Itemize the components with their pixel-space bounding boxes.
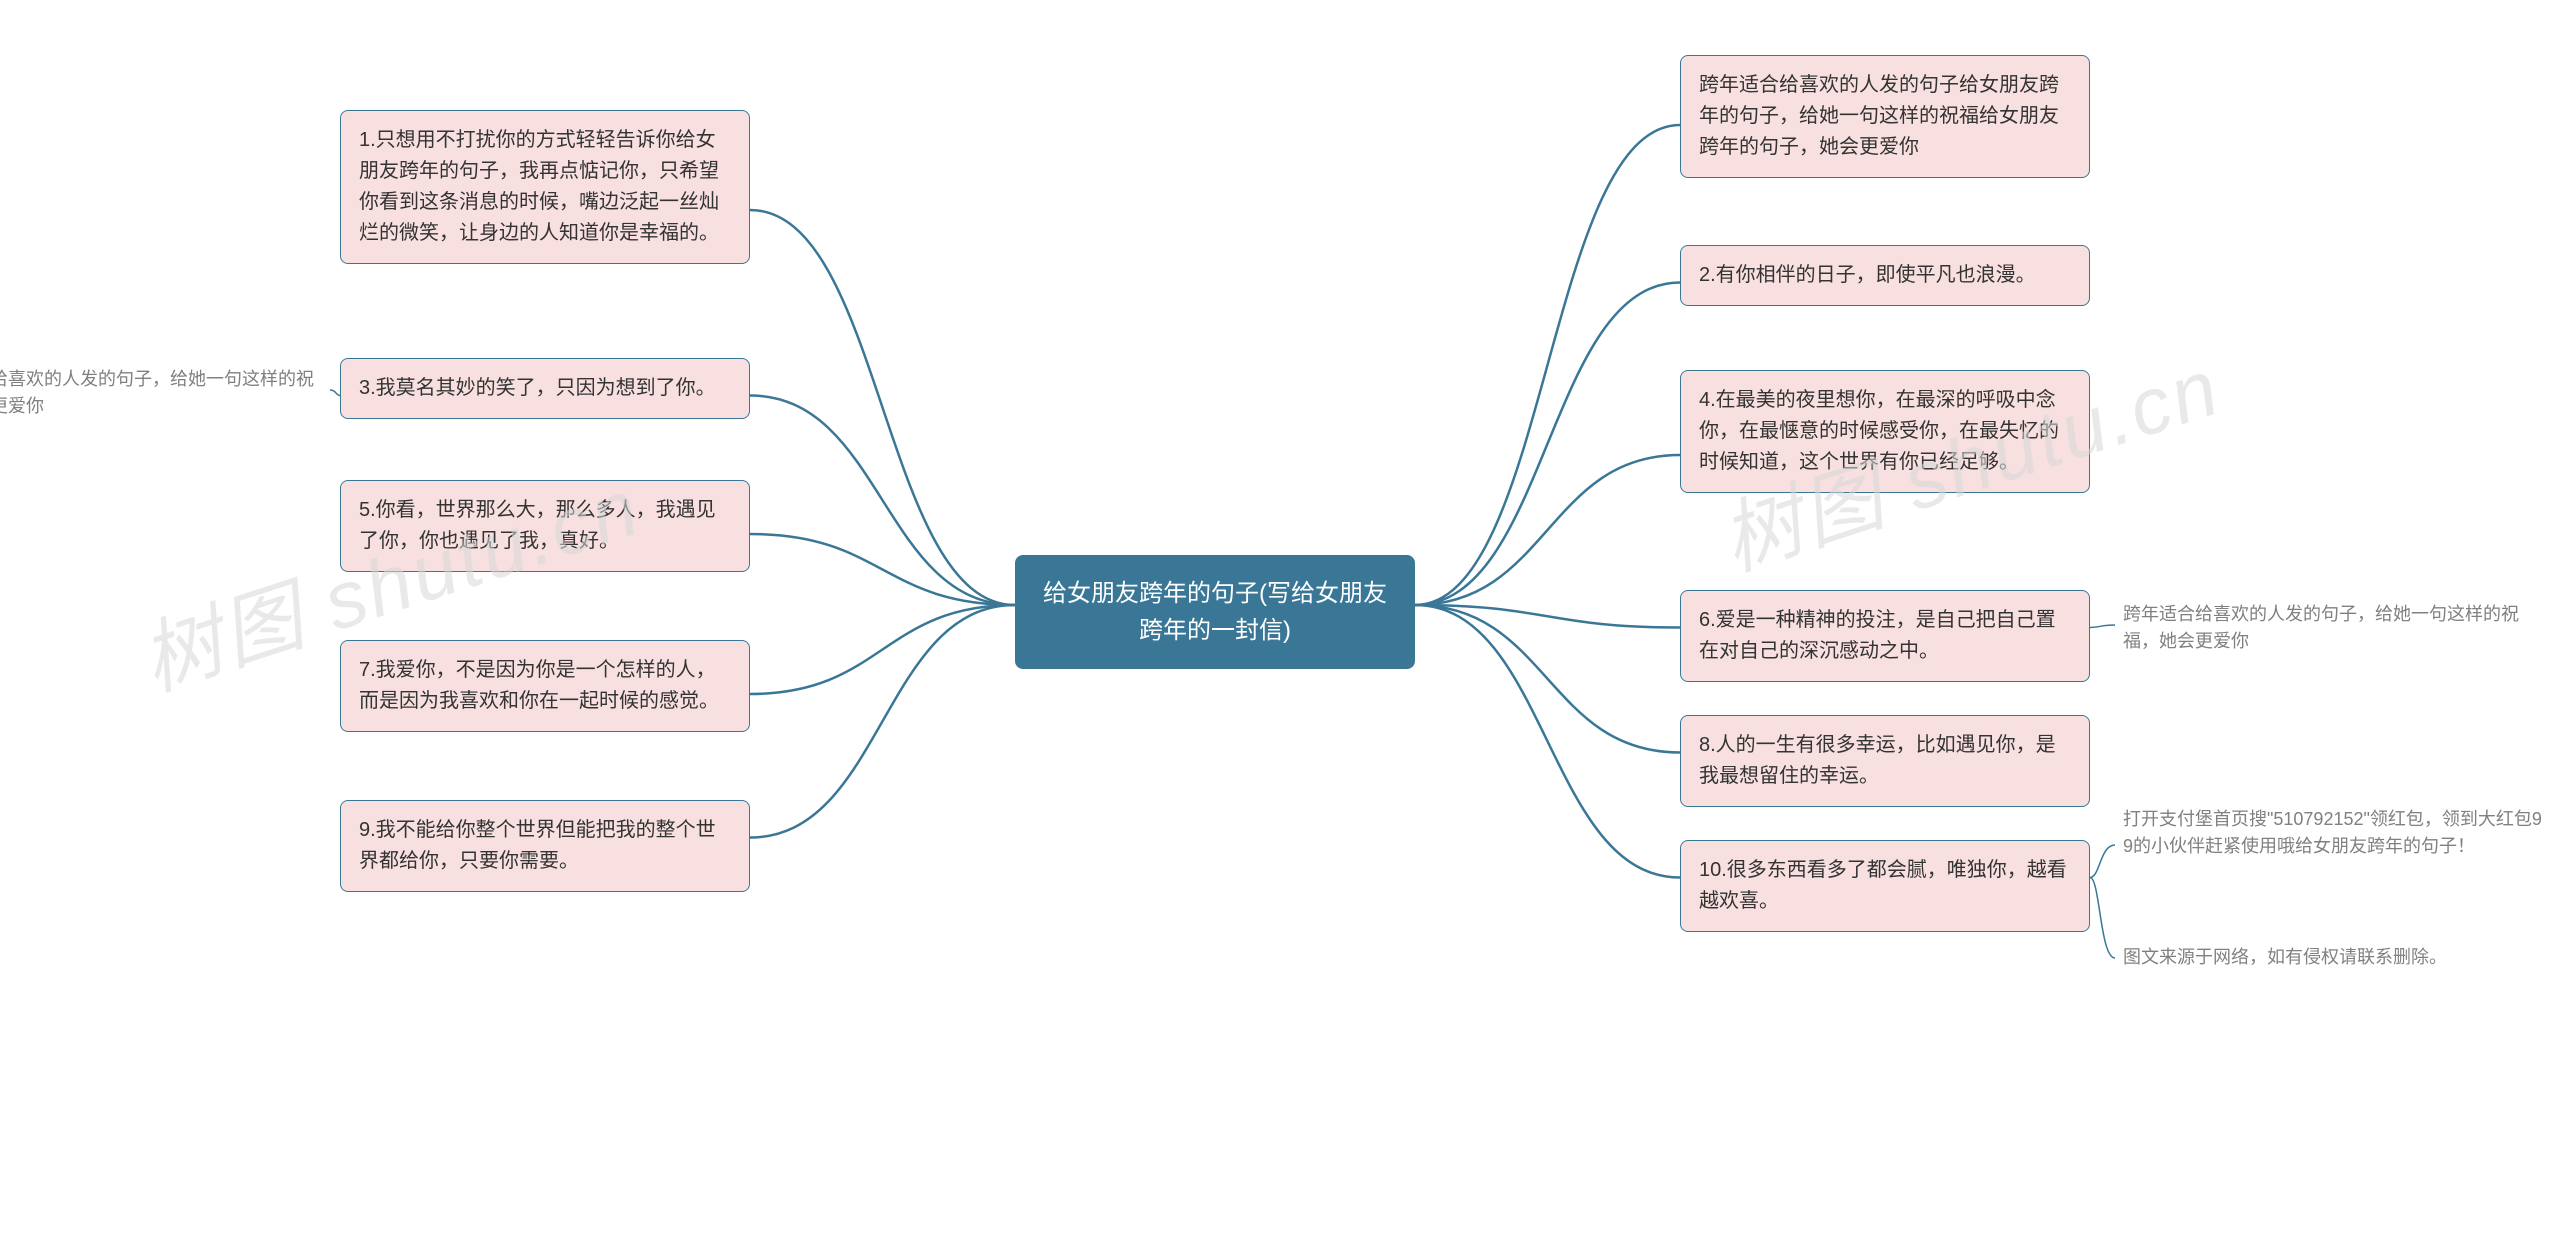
branch-n8: 8.人的一生有很多幸运，比如遇见你，是我最想留住的幸运。 <box>1680 715 2090 807</box>
leaf-n6c: 跨年适合给喜欢的人发的句子，给她一句这样的祝福，她会更爱你 <box>2115 595 2535 661</box>
branch-n4: 4.在最美的夜里想你，在最深的呼吸中念你，在最惬意的时候感受你，在最失忆的时候知… <box>1680 370 2090 493</box>
branch-n0: 跨年适合给喜欢的人发的句子给女朋友跨年的句子，给她一句这样的祝福给女朋友跨年的句… <box>1680 55 2090 178</box>
branch-n1: 1.只想用不打扰你的方式轻轻告诉你给女朋友跨年的句子，我再点惦记你，只希望你看到… <box>340 110 750 264</box>
leaf-n10c1: 打开支付堡首页搜"510792152"领红包，领到大红包9 9的小伙伴赶紧使用哦… <box>2115 800 2550 866</box>
branch-n6: 6.爱是一种精神的投注，是自己把自己置在对自己的深沉感动之中。 <box>1680 590 2090 682</box>
branch-n2: 2.有你相伴的日子，即使平凡也浪漫。 <box>1680 245 2090 306</box>
branch-n10: 10.很多东西看多了都会腻，唯独你，越看越欢喜。 <box>1680 840 2090 932</box>
leaf-n10c2: 图文来源于网络，如有侵权请联系删除。 <box>2115 938 2535 977</box>
branch-n3: 3.我莫名其妙的笑了，只因为想到了你。 <box>340 358 750 419</box>
branch-n5: 5.你看，世界那么大，那么多人，我遇见了你，你也遇见了我，真好。 <box>340 480 750 572</box>
branch-n7: 7.我爱你，不是因为你是一个怎样的人，而是因为我喜欢和你在一起时候的感觉。 <box>340 640 750 732</box>
branch-n9: 9.我不能给你整个世界但能把我的整个世界都给你，只要你需要。 <box>340 800 750 892</box>
leaf-n3c: 跨年适合给喜欢的人发的句子，给她一句这样的祝福，她会更爱你 <box>0 360 330 426</box>
center-node: 给女朋友跨年的句子(写给女朋友跨年的一封信) <box>1015 555 1415 669</box>
